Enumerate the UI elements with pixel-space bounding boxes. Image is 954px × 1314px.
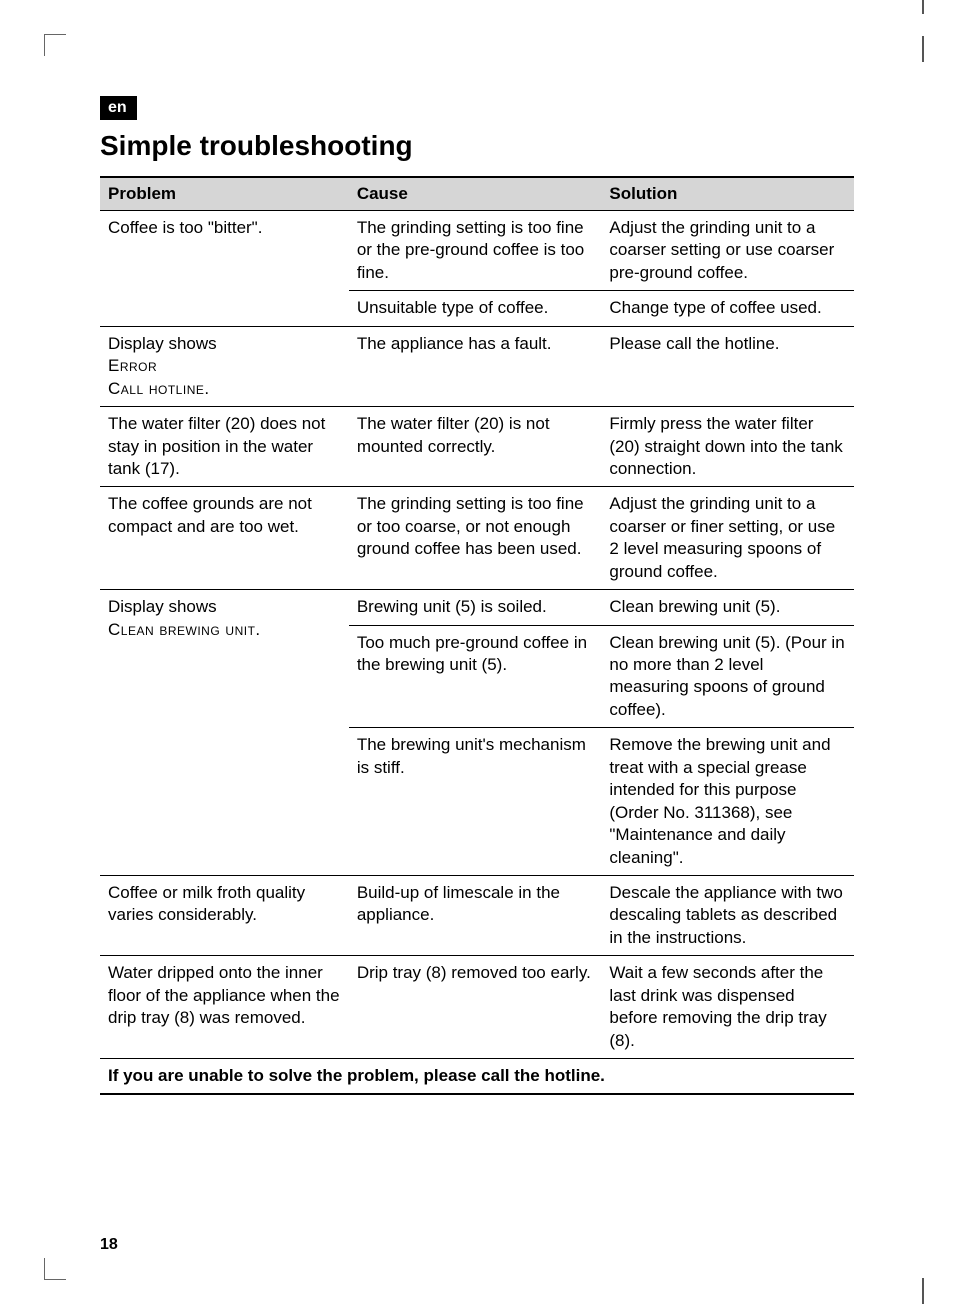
page-title: Simple troubleshooting — [100, 130, 854, 162]
table-header-row: Problem Cause Solution — [100, 177, 854, 211]
cell-problem: Display shows Clean brewing unit. — [100, 590, 349, 876]
crop-mark — [922, 36, 924, 62]
crop-mark — [922, 1278, 924, 1304]
cell-solution: Descale the appliance with two descaling… — [601, 875, 854, 955]
cell-solution: Change type of coffee used. — [601, 291, 854, 326]
crop-mark — [922, 0, 924, 14]
page-number: 18 — [100, 1236, 118, 1254]
cell-problem: Coffee or milk froth quality varies cons… — [100, 875, 349, 955]
crop-mark — [44, 1258, 66, 1280]
header-solution: Solution — [601, 177, 854, 211]
cell-cause: Brewing unit (5) is soiled. — [349, 590, 602, 625]
cell-cause: Drip tray (8) removed too early. — [349, 956, 602, 1059]
cell-cause: The appliance has a fault. — [349, 326, 602, 406]
display-code-text: Clean brewing unit. — [108, 620, 261, 639]
cell-solution: Adjust the grinding unit to a coarser or… — [601, 487, 854, 590]
cell-solution: Wait a few seconds after the last drink … — [601, 956, 854, 1059]
table-row: The water filter (20) does not stay in p… — [100, 407, 854, 487]
cell-solution: Remove the brewing unit and treat with a… — [601, 728, 854, 876]
cell-cause: Too much pre-ground cof­fee in the brewi… — [349, 625, 602, 728]
cell-cause: The water filter (20) is not mounted cor… — [349, 407, 602, 487]
troubleshooting-table: Problem Cause Solution Coffee is too "bi… — [100, 176, 854, 1095]
cell-solution: Clean brewing unit (5). — [601, 590, 854, 625]
table-row: Coffee or milk froth quality varies cons… — [100, 875, 854, 955]
cell-problem: The coffee grounds are not compact and a… — [100, 487, 349, 590]
table-row: The coffee grounds are not compact and a… — [100, 487, 854, 590]
table-row: Water dripped onto the in­ner floor of t… — [100, 956, 854, 1059]
cell-cause: The brewing unit's mechanism is stiff. — [349, 728, 602, 876]
cell-solution: Firmly press the water filter (20) strai… — [601, 407, 854, 487]
cell-problem: Water dripped onto the in­ner floor of t… — [100, 956, 349, 1059]
cell-cause: Unsuitable type of coffee. — [349, 291, 602, 326]
cell-problem: Display shows Error Call hotline. — [100, 326, 349, 406]
header-cause: Cause — [349, 177, 602, 211]
table-row: Display shows Clean brewing unit. Brewin… — [100, 590, 854, 625]
table-row: Coffee is too "bitter". The grinding set… — [100, 211, 854, 291]
cell-solution: Clean brewing unit (5). (Pour in no more… — [601, 625, 854, 728]
cell-solution: Please call the hotline. — [601, 326, 854, 406]
display-code-text: Error — [108, 356, 157, 375]
table-footer-row: If you are unable to solve the problem, … — [100, 1059, 854, 1095]
problem-text: Display shows — [108, 334, 217, 353]
cell-cause: The grinding setting is too fine or the … — [349, 211, 602, 291]
footer-note: If you are unable to solve the problem, … — [100, 1059, 854, 1095]
cell-problem: Coffee is too "bitter". — [100, 211, 349, 327]
cell-cause: Build-up of limescale in the appliance. — [349, 875, 602, 955]
language-tag: en — [100, 96, 137, 120]
display-code-text: Call hotline. — [108, 379, 210, 398]
problem-text: Display shows — [108, 597, 217, 616]
manual-page: en Simple troubleshooting Problem Cause … — [0, 0, 954, 1314]
cell-cause: The grinding setting is too fine or too … — [349, 487, 602, 590]
crop-mark — [44, 34, 66, 56]
table-row: Display shows Error Call hotline. The ap… — [100, 326, 854, 406]
cell-problem: The water filter (20) does not stay in p… — [100, 407, 349, 487]
header-problem: Problem — [100, 177, 349, 211]
cell-solution: Adjust the grinding unit to a coarser se… — [601, 211, 854, 291]
